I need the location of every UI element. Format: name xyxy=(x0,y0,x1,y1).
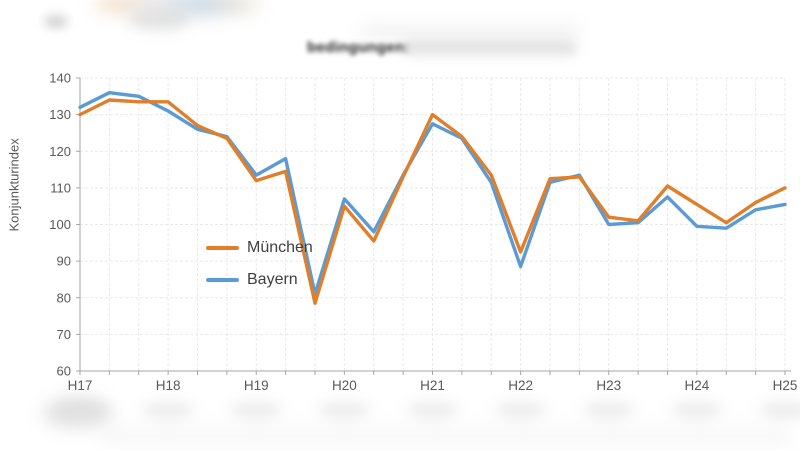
svg-text:H21: H21 xyxy=(420,378,445,393)
svg-text:H18: H18 xyxy=(156,378,181,393)
svg-text:110: 110 xyxy=(50,180,71,195)
y-tick-labels: 60 70 80 90 100 110 120 130 140 xyxy=(49,71,71,379)
svg-text:H20: H20 xyxy=(332,378,357,393)
y-axis-title: Konjunkturindex xyxy=(6,138,22,232)
legend-label-muenchen: München xyxy=(247,239,313,256)
legend: München Bayern xyxy=(206,238,313,302)
legend-label-bayern: Bayern xyxy=(247,271,298,288)
svg-text:H24: H24 xyxy=(684,378,709,393)
series-muenchen-line xyxy=(78,98,787,305)
svg-text:H25: H25 xyxy=(773,378,798,393)
legend-item-bayern: Bayern xyxy=(206,270,313,290)
svg-text:140: 140 xyxy=(49,71,71,86)
svg-text:130: 130 xyxy=(49,107,71,122)
svg-text:H22: H22 xyxy=(508,378,533,393)
svg-text:H23: H23 xyxy=(596,378,621,393)
series-bayern-line xyxy=(78,90,787,296)
svg-text:70: 70 xyxy=(57,327,71,342)
svg-text:100: 100 xyxy=(49,217,71,232)
bayern-line-swatch-icon xyxy=(206,278,239,282)
svg-text:80: 80 xyxy=(57,290,71,305)
x-tick-labels: H17 H18 H19 H20 H21 H22 H23 H24 H25 xyxy=(68,378,798,393)
page-title-blurred: bedingungen: xyxy=(307,39,410,56)
svg-text:60: 60 xyxy=(57,364,71,379)
axes xyxy=(76,77,791,375)
svg-text:120: 120 xyxy=(49,144,71,159)
svg-text:H17: H17 xyxy=(68,378,93,393)
svg-text:90: 90 xyxy=(57,254,71,269)
legend-item-muenchen: München xyxy=(206,238,313,258)
svg-text:H19: H19 xyxy=(244,378,269,393)
muenchen-line-swatch-icon xyxy=(206,246,239,250)
